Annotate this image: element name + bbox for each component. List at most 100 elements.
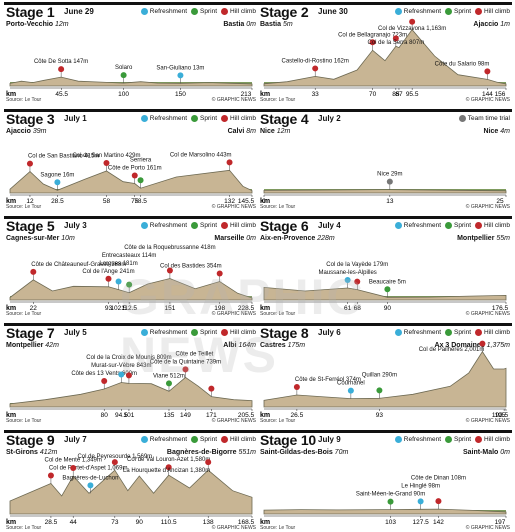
point-label: Saint-Méen-le-Grand 90m xyxy=(356,492,425,498)
km-tick-label: 102.5 xyxy=(110,305,127,312)
legend-item-climb: Hill climb xyxy=(221,115,256,122)
source-note: Source: Le Tour xyxy=(260,525,296,531)
refresh-icon xyxy=(394,8,402,15)
sprint-marker xyxy=(137,177,144,184)
panel-top-rule xyxy=(4,2,258,5)
climb-icon xyxy=(475,436,482,443)
start-altitude: 10m xyxy=(59,235,75,242)
km-tick-label: 101 xyxy=(124,412,135,419)
legend-label: Sprint xyxy=(200,436,217,443)
point-label: Col de Pailhères 2,001m xyxy=(419,347,485,353)
km-tick-label: 127.5 xyxy=(412,519,429,526)
climb-icon xyxy=(221,329,228,336)
panel-top-rule xyxy=(4,109,258,112)
elevation-profile xyxy=(263,350,507,408)
legend: Team time trial xyxy=(458,115,510,122)
credit-note: © GRAPHIC NEWS xyxy=(211,525,256,531)
legend-item-sprint: Sprint xyxy=(445,222,471,229)
km-tick-label: 26.5 xyxy=(291,412,304,419)
start-town: Saint-Gildas-des-Bois xyxy=(260,449,333,456)
credit-note: © GRAPHIC NEWS xyxy=(211,418,256,424)
start-altitude: 12m xyxy=(53,21,69,28)
panel-header: Stage 1 June 29 Refreshment Sprint Hill clim… xyxy=(4,4,258,20)
point-label: Maussane-les-Alpilles xyxy=(318,270,376,276)
km-tick-label: 135 xyxy=(164,412,175,419)
legend-item-sprint: Sprint xyxy=(445,436,471,443)
legend-item-refresh: Refreshment xyxy=(394,222,441,229)
start-town: Ajaccio xyxy=(6,128,31,135)
climb-icon xyxy=(475,222,482,229)
stage-title: Stage 5 xyxy=(6,218,55,234)
finish-town: Ax 3 Domaines xyxy=(434,342,485,349)
source-note: Source: Le Tour xyxy=(6,311,42,317)
legend-label: Hill climb xyxy=(230,8,256,15)
climb-marker xyxy=(208,385,215,392)
legend-item-sprint: Sprint xyxy=(445,329,471,336)
point-label: Côte de la Quintaine 739m xyxy=(150,359,221,365)
stage-date: June 29 xyxy=(64,7,94,16)
climb-marker xyxy=(354,278,361,285)
climb-icon xyxy=(221,436,228,443)
point-label: La Hourquette d'Ancizan 1,380m xyxy=(123,468,210,474)
panel-header: Stage 7 July 5 Refreshment Sprint Hill climb xyxy=(4,325,258,341)
finish-altitude: 4m xyxy=(498,128,510,135)
start-town: Porto-Vecchio xyxy=(6,21,54,28)
climb-marker xyxy=(47,472,54,479)
finish-town: Ajaccio xyxy=(473,21,499,28)
point-label: Côte de Dinan 108m xyxy=(411,476,466,482)
start-altitude: 42m xyxy=(43,342,59,349)
km-axis-label: km xyxy=(6,519,16,526)
credit-note: © GRAPHIC NEWS xyxy=(211,97,256,103)
finish-label: Marseille 0m xyxy=(214,235,256,242)
panel-header: Stage 6 July 4 Refreshment Sprint Hill climb xyxy=(258,218,512,234)
climb-marker xyxy=(26,160,33,167)
sprint-marker xyxy=(126,281,133,288)
legend-item-climb: Hill climb xyxy=(475,436,510,443)
point-label: Côte de la Roquebrussanne 418m xyxy=(124,245,215,251)
panel-header: Stage 9 July 7 Refreshment Sprint Hill climb xyxy=(4,432,258,448)
km-axis-label: km xyxy=(6,91,16,98)
sprint-icon xyxy=(191,222,199,229)
km-tick-label: 93 xyxy=(105,305,113,312)
legend-item-refresh: Refreshment xyxy=(140,115,187,122)
refresh-icon xyxy=(394,436,402,443)
legend: Refreshment Sprint Hill climb xyxy=(394,329,510,336)
legend-label: Refreshment xyxy=(149,222,188,229)
km-tick-label: 144 xyxy=(482,91,493,98)
km-tick-label: 58 xyxy=(103,198,111,205)
legend-item-sprint: Sprint xyxy=(191,8,217,15)
refresh-marker xyxy=(54,179,61,186)
elevation-profile xyxy=(9,169,253,194)
elevation-profile xyxy=(263,189,507,194)
finish-altitude: 0m xyxy=(244,21,256,28)
km-tick-label: 132 xyxy=(224,198,235,205)
sprint-marker xyxy=(376,387,383,394)
climb-marker xyxy=(111,459,118,466)
finish-town: Calvi xyxy=(227,128,245,135)
stage-date: July 3 xyxy=(64,221,87,230)
panel-top-rule xyxy=(258,323,512,326)
stage-title: Stage 7 xyxy=(6,325,55,341)
km-tick-label: 100 xyxy=(118,91,129,98)
climb-marker xyxy=(166,267,173,274)
sprint-icon xyxy=(445,222,453,229)
legend-label: Hill climb xyxy=(230,222,256,229)
point-label: Col de San Martino 429m xyxy=(72,153,140,159)
finish-town: Bagnères-de-Bigorre xyxy=(166,449,237,456)
stage-title: Stage 10 xyxy=(260,432,316,448)
climb-marker xyxy=(105,275,112,282)
start-label: Aix-en-Provence 228m xyxy=(260,235,335,242)
climb-marker xyxy=(435,498,442,505)
panel-top-rule xyxy=(258,2,512,5)
finish-town: Montpellier xyxy=(457,235,495,242)
point-label: Col de Marsolino 443m xyxy=(170,152,232,158)
source-note: Source: Le Tour xyxy=(6,204,42,210)
start-label: Ajaccio 39m xyxy=(6,128,46,135)
km-tick-label: 44 xyxy=(70,519,78,526)
legend-item-refresh: Refreshment xyxy=(140,436,187,443)
finish-label: Ajaccio 1m xyxy=(473,21,510,28)
point-label: Bagnères-de-Luchon xyxy=(62,475,118,481)
km-tick-label: 95.5 xyxy=(406,91,419,98)
